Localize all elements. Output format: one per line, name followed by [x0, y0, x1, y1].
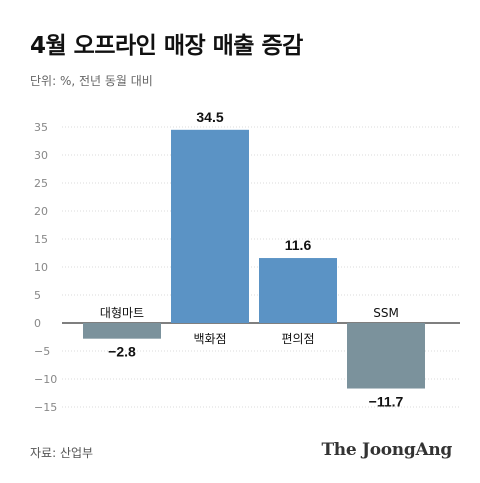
- bar-4: [347, 323, 425, 389]
- bar-3: [259, 258, 337, 323]
- y-tick-label: −5: [34, 345, 50, 358]
- y-tick-label: 30: [34, 149, 48, 162]
- value-label: 34.5: [196, 109, 223, 125]
- y-tick-label: 35: [34, 121, 48, 134]
- y-tick-label: 5: [34, 289, 41, 302]
- category-label: 대형마트: [100, 306, 144, 320]
- publisher-logo: The JoongAng: [321, 440, 452, 460]
- value-label: 11.6: [285, 237, 312, 253]
- category-label: SSM: [373, 306, 399, 320]
- y-tick-label: −15: [34, 401, 57, 414]
- labels-layer: 35 30 25 20 15 10 5 0 −5 −10 −15 −2.8 대형마트 34.5 백화점 11.…: [34, 109, 404, 414]
- bars-layer: [83, 129, 425, 389]
- category-label: 편의점: [281, 332, 314, 346]
- source-note: 자료: 산업부: [30, 446, 94, 460]
- bar-2: [171, 129, 249, 323]
- value-label: −11.7: [369, 394, 404, 410]
- y-tick-label: −10: [34, 373, 57, 386]
- bar-1: [83, 323, 161, 339]
- value-label: −2.8: [108, 344, 136, 360]
- chart-subtitle: 단위: %, 전년 동월 대비: [30, 74, 153, 88]
- y-tick-label: 20: [34, 205, 48, 218]
- y-tick-label: 25: [34, 177, 48, 190]
- chart-title: 4월 오프라인 매장 매출 증감: [30, 33, 303, 59]
- y-tick-label: 15: [34, 233, 48, 246]
- category-label: 백화점: [193, 332, 226, 346]
- y-tick-label: 10: [34, 261, 48, 274]
- y-tick-label: 0: [34, 317, 41, 330]
